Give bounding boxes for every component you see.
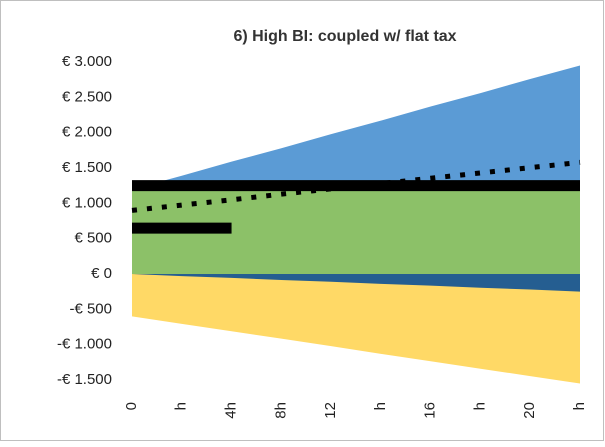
x-tick-label: 12 xyxy=(322,402,339,419)
y-tick-label: € 3.000 xyxy=(62,53,112,70)
area xyxy=(132,185,580,274)
x-tick-label: 8h xyxy=(272,402,289,419)
chart-title: 6) High BI: coupled w/ flat tax xyxy=(233,28,456,45)
x-tick-label: h xyxy=(173,402,190,410)
x-tick-label: 0 xyxy=(123,402,140,410)
area xyxy=(132,274,580,292)
y-tick-label: -€ 1.000 xyxy=(57,336,112,353)
x-tick-label: h xyxy=(471,402,488,410)
y-tick-label: -€ 1.500 xyxy=(57,371,112,388)
x-tick-label: 4h xyxy=(223,402,240,419)
area xyxy=(132,274,580,384)
y-tick-label: € 0 xyxy=(91,265,112,282)
y-tick-label: € 2.500 xyxy=(62,88,112,105)
y-tick-label: € 1.000 xyxy=(62,194,112,211)
y-tick-label: € 500 xyxy=(74,230,112,247)
x-tick-label: 16 xyxy=(422,402,439,419)
y-tick-label: -€ 500 xyxy=(69,300,112,317)
y-tick-label: € 2.000 xyxy=(62,124,112,141)
x-tick-label: h xyxy=(372,402,389,410)
x-tick-label: h xyxy=(571,402,588,410)
x-tick-label: 20 xyxy=(521,402,538,419)
y-tick-label: € 1.500 xyxy=(62,159,112,176)
